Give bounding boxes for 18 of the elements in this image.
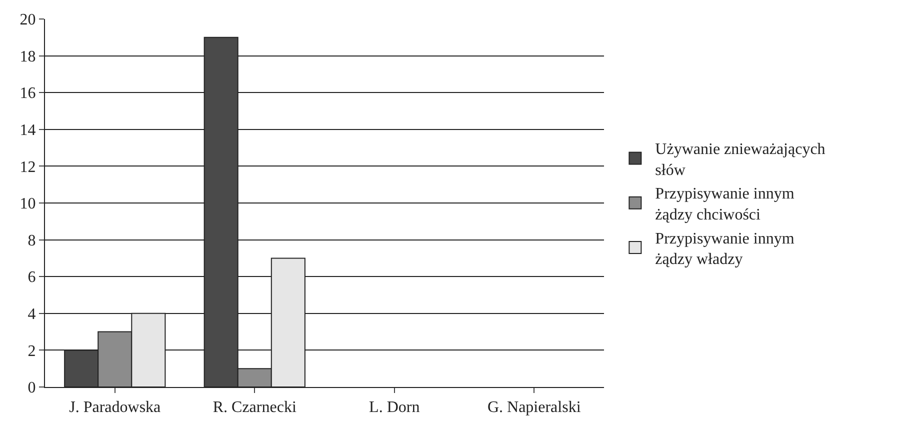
y-tick-label: 14 <box>20 122 36 139</box>
legend-label: Używanie znieważających słów <box>655 141 826 179</box>
legend-label: Przypisywanie innym żądzy władzy <box>655 230 795 268</box>
y-tick-label: 16 <box>20 85 36 102</box>
legend-label: Przypisywanie innym żądzy chciwości <box>655 186 795 224</box>
y-tick-label: 10 <box>20 196 36 213</box>
y-tick-label: 2 <box>28 342 36 360</box>
y-tick-label: 0 <box>28 380 36 397</box>
y-tick-label: 4 <box>28 306 36 323</box>
x-tick-label: G. Napieralski <box>487 399 582 416</box>
y-tick-label: 12 <box>20 158 36 176</box>
x-tick-label: J. Paradowska <box>69 399 161 416</box>
x-tick-label: R. Czarnecki <box>212 399 297 416</box>
y-tick-label: 6 <box>28 269 36 286</box>
y-tick-label: 20 <box>20 12 36 29</box>
y-tick-label: 18 <box>20 48 36 66</box>
x-tick-label: L. Dorn <box>369 399 420 416</box>
y-tick-label: 8 <box>28 232 36 250</box>
